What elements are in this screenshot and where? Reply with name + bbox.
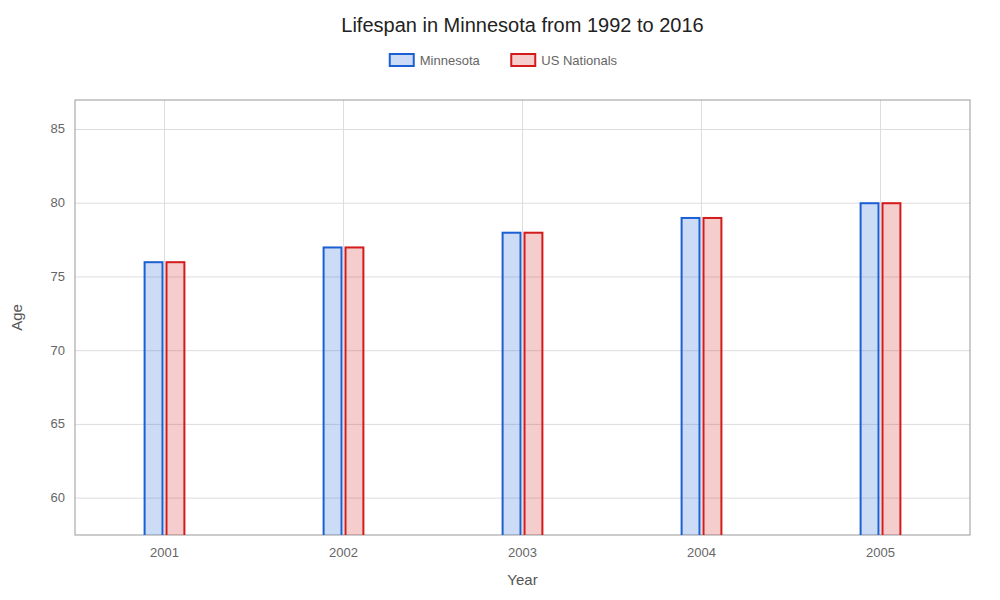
bar — [503, 233, 521, 535]
bar — [883, 203, 901, 535]
x-grid-line — [164, 100, 165, 535]
y-axis-label: Age — [8, 304, 25, 331]
y-tick-label: 80 — [51, 195, 65, 210]
bar — [525, 233, 543, 535]
legend-swatch — [390, 54, 414, 66]
x-tick-label: 2002 — [329, 545, 358, 560]
x-grid-line — [701, 100, 702, 535]
plot-frame — [75, 100, 970, 535]
title: Lifespan in Minnesota from 1992 to 2016 — [341, 14, 703, 36]
x-grid-line — [522, 100, 523, 535]
legend-label: Minnesota — [420, 53, 481, 68]
bar — [861, 203, 879, 535]
y-tick-label: 65 — [51, 416, 65, 431]
x-tick-label: 2003 — [508, 545, 537, 560]
x-grid-line — [343, 100, 344, 535]
y-tick-label: 85 — [51, 121, 65, 136]
bar — [704, 218, 722, 535]
bar — [324, 247, 342, 535]
bar — [145, 262, 163, 535]
x-tick-label: 2005 — [866, 545, 895, 560]
y-tick-label: 60 — [51, 490, 65, 505]
y-tick-label: 75 — [51, 269, 65, 284]
x-tick-label: 2001 — [150, 545, 179, 560]
bar — [346, 247, 364, 535]
bars — [145, 203, 901, 535]
x-grid-line — [880, 100, 881, 535]
x-axis-label: Year — [507, 571, 537, 588]
legend-swatch — [511, 54, 535, 66]
bar — [682, 218, 700, 535]
legend: Minnesota US Nationals — [390, 53, 618, 68]
grid — [75, 100, 970, 535]
y-tick-label: 70 — [51, 343, 65, 358]
chart: Lifespan in Minnesota from 1992 to 2016 6… — [0, 0, 1000, 600]
bar — [167, 262, 185, 535]
x-tick-label: 2004 — [687, 545, 716, 560]
legend-label: US Nationals — [541, 53, 617, 68]
